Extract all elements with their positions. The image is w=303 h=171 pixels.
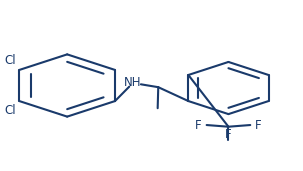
Text: F: F (225, 128, 232, 141)
Text: F: F (195, 119, 201, 131)
Text: F: F (255, 119, 262, 131)
Text: NH: NH (124, 76, 142, 89)
Text: Cl: Cl (4, 104, 16, 117)
Text: Cl: Cl (4, 54, 16, 67)
